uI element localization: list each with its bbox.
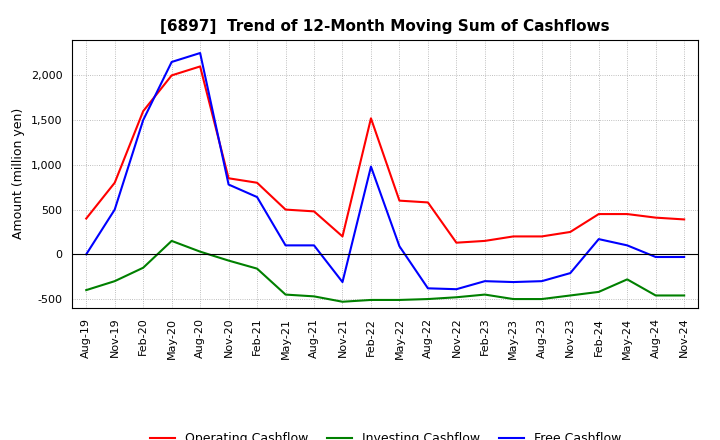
Free Cashflow	[366, 164, 375, 169]
Free Cashflow	[82, 252, 91, 257]
Operating Cashflow	[139, 109, 148, 114]
Free Cashflow	[110, 207, 119, 212]
Investing Cashflow	[310, 294, 318, 299]
Operating Cashflow	[366, 116, 375, 121]
Free Cashflow	[282, 243, 290, 248]
Operating Cashflow	[652, 215, 660, 220]
Investing Cashflow	[480, 292, 489, 297]
Investing Cashflow	[366, 297, 375, 303]
Investing Cashflow	[652, 293, 660, 298]
Investing Cashflow	[167, 238, 176, 244]
Line: Investing Cashflow: Investing Cashflow	[86, 241, 684, 302]
Free Cashflow	[310, 243, 318, 248]
Investing Cashflow	[82, 287, 91, 293]
Operating Cashflow	[225, 176, 233, 181]
Investing Cashflow	[338, 299, 347, 304]
Free Cashflow	[395, 244, 404, 249]
Operating Cashflow	[595, 211, 603, 216]
Investing Cashflow	[423, 297, 432, 302]
Free Cashflow	[225, 182, 233, 187]
Investing Cashflow	[452, 295, 461, 300]
Free Cashflow	[452, 286, 461, 292]
Operating Cashflow	[423, 200, 432, 205]
Free Cashflow	[196, 50, 204, 55]
Free Cashflow	[595, 236, 603, 242]
Title: [6897]  Trend of 12-Month Moving Sum of Cashflows: [6897] Trend of 12-Month Moving Sum of C…	[161, 19, 610, 34]
Investing Cashflow	[623, 277, 631, 282]
Operating Cashflow	[395, 198, 404, 203]
Operating Cashflow	[537, 234, 546, 239]
Legend: Operating Cashflow, Investing Cashflow, Free Cashflow: Operating Cashflow, Investing Cashflow, …	[145, 427, 626, 440]
Investing Cashflow	[253, 266, 261, 271]
Free Cashflow	[537, 279, 546, 284]
Investing Cashflow	[225, 258, 233, 263]
Investing Cashflow	[595, 289, 603, 294]
Operating Cashflow	[253, 180, 261, 185]
Operating Cashflow	[282, 207, 290, 212]
Investing Cashflow	[395, 297, 404, 303]
Investing Cashflow	[139, 265, 148, 270]
Free Cashflow	[680, 254, 688, 260]
Investing Cashflow	[680, 293, 688, 298]
Investing Cashflow	[196, 249, 204, 254]
Operating Cashflow	[623, 211, 631, 216]
Investing Cashflow	[509, 297, 518, 302]
Investing Cashflow	[282, 292, 290, 297]
Operating Cashflow	[110, 180, 119, 185]
Investing Cashflow	[110, 279, 119, 284]
Free Cashflow	[652, 254, 660, 260]
Free Cashflow	[338, 279, 347, 285]
Line: Operating Cashflow: Operating Cashflow	[86, 66, 684, 243]
Free Cashflow	[139, 117, 148, 123]
Free Cashflow	[480, 279, 489, 284]
Y-axis label: Amount (million yen): Amount (million yen)	[12, 108, 25, 239]
Operating Cashflow	[167, 73, 176, 78]
Operating Cashflow	[509, 234, 518, 239]
Investing Cashflow	[537, 297, 546, 302]
Operating Cashflow	[566, 229, 575, 235]
Free Cashflow	[566, 271, 575, 276]
Free Cashflow	[509, 279, 518, 285]
Free Cashflow	[623, 243, 631, 248]
Free Cashflow	[167, 59, 176, 65]
Operating Cashflow	[480, 238, 489, 244]
Operating Cashflow	[310, 209, 318, 214]
Free Cashflow	[423, 286, 432, 291]
Operating Cashflow	[680, 217, 688, 222]
Investing Cashflow	[566, 293, 575, 298]
Operating Cashflow	[452, 240, 461, 246]
Free Cashflow	[253, 194, 261, 200]
Operating Cashflow	[338, 234, 347, 239]
Line: Free Cashflow: Free Cashflow	[86, 53, 684, 289]
Operating Cashflow	[82, 216, 91, 221]
Operating Cashflow	[196, 64, 204, 69]
